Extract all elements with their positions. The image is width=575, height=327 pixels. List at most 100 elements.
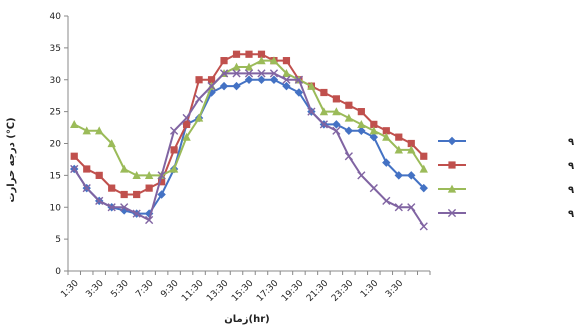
marker-stroke <box>157 171 166 180</box>
data-point <box>119 164 129 173</box>
data-point <box>257 69 266 78</box>
x-tick-label: 7:30 <box>134 278 156 300</box>
legend-marker <box>447 184 457 193</box>
data-point <box>220 57 228 65</box>
series-3 <box>70 56 428 179</box>
marker-stroke <box>182 113 191 123</box>
data-point <box>194 94 204 103</box>
data-point <box>332 95 340 103</box>
x-tick-label: 21:30 <box>305 278 331 304</box>
y-tick-label: 35 <box>50 44 61 54</box>
data-point <box>119 206 129 215</box>
data-point <box>320 88 328 97</box>
data-point <box>244 62 254 71</box>
legend-item-2: تیر ماه ۹۰ <box>438 161 575 172</box>
data-point <box>82 184 91 193</box>
data-point <box>257 75 266 84</box>
marker-stroke <box>307 107 316 116</box>
x-tick-label: 19:30 <box>280 278 306 304</box>
marker-stroke <box>145 215 154 225</box>
data-point <box>269 75 279 84</box>
legend-item-1: خرداد ماه ۹۰ <box>438 136 575 148</box>
x-tick-label: 23:30 <box>330 278 356 304</box>
data-point <box>144 170 154 179</box>
data-point <box>144 209 154 218</box>
data-point <box>157 171 166 180</box>
data-point <box>120 203 129 212</box>
marker-stroke <box>107 203 116 212</box>
data-point <box>170 126 179 135</box>
data-point <box>407 171 416 180</box>
data-point <box>344 113 354 122</box>
x-axis-title: زمان(hr) <box>224 314 269 325</box>
marker-stroke <box>257 69 266 78</box>
x-tick-label: 13:30 <box>205 278 231 304</box>
data-point <box>182 120 191 128</box>
marker-stroke <box>344 152 353 161</box>
data-point <box>282 75 291 84</box>
marker-stroke <box>132 209 141 218</box>
data-point <box>194 113 204 122</box>
legend-marker <box>448 161 456 169</box>
data-point <box>157 190 166 199</box>
y-tick-label: 30 <box>50 76 62 86</box>
marker-stroke <box>82 184 91 193</box>
data-point <box>282 68 291 77</box>
marker-stroke <box>244 69 254 78</box>
data-point <box>357 126 366 135</box>
marker-stroke <box>219 69 229 78</box>
data-point <box>257 50 266 58</box>
x-tick-label: 9:30 <box>159 278 181 300</box>
data-point <box>245 50 253 58</box>
marker-stroke <box>357 171 366 180</box>
data-point <box>420 152 428 160</box>
data-point <box>419 222 428 231</box>
data-point <box>332 120 341 129</box>
data-point <box>132 170 141 179</box>
data-point <box>357 119 366 128</box>
data-point <box>169 164 179 173</box>
data-point <box>170 146 178 154</box>
data-point <box>207 76 216 84</box>
data-point <box>70 119 79 128</box>
marker-stroke <box>70 164 79 174</box>
data-point <box>407 139 415 148</box>
data-point <box>407 145 416 154</box>
legend-marker <box>447 208 457 218</box>
data-point <box>269 69 279 78</box>
data-point <box>182 132 191 141</box>
data-point <box>70 164 79 174</box>
data-point <box>332 126 341 135</box>
data-point <box>369 132 379 142</box>
data-point <box>232 62 241 71</box>
y-tick-label: 20 <box>50 140 62 150</box>
data-point <box>219 81 229 91</box>
data-point <box>382 196 391 205</box>
data-point <box>307 81 316 90</box>
data-point <box>419 183 428 193</box>
data-point <box>332 107 341 116</box>
data-point <box>394 145 403 154</box>
marker-stroke <box>394 203 403 212</box>
data-point <box>107 203 116 212</box>
marker-stroke <box>369 184 378 193</box>
marker-stroke <box>319 120 328 129</box>
marker-stroke <box>282 75 291 84</box>
legend-label: خرداد ماه ۹۰ <box>568 137 575 148</box>
legend: خرداد ماه ۹۰ تیر ماه ۹۰ مردادماه ۹۰ شهریور … <box>438 136 575 220</box>
x-tick-label: 1:30 <box>59 278 81 300</box>
data-point <box>158 178 166 186</box>
data-point <box>382 158 391 167</box>
data-point <box>82 126 91 135</box>
data-point <box>294 75 304 84</box>
y-tick-label: 0 <box>55 267 61 277</box>
data-point <box>282 57 291 65</box>
data-point <box>244 75 254 84</box>
y-tick-label: 25 <box>50 108 61 118</box>
data-point <box>395 133 403 141</box>
data-point <box>107 139 116 148</box>
data-point <box>344 126 354 135</box>
legend-label: مردادماه ۹۰ <box>568 185 575 196</box>
marker-stroke <box>447 208 457 218</box>
data-point <box>70 152 78 160</box>
